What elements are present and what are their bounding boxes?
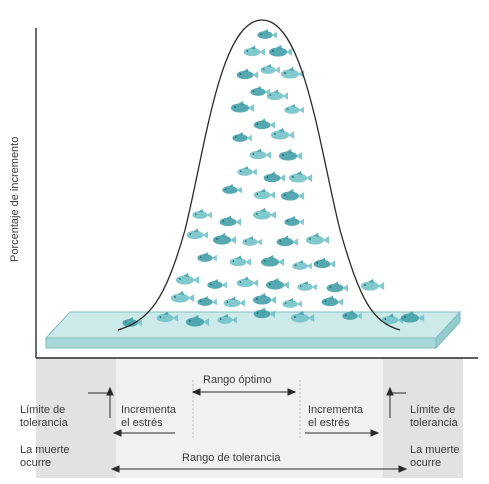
tolerance-range-label: Rango de tolerancia [182, 452, 281, 464]
fish-icon [243, 45, 266, 57]
fish-icon [400, 310, 425, 323]
fish-icon [237, 166, 257, 176]
fish-icon [278, 148, 303, 161]
stress-arrow-left [112, 429, 175, 437]
limit-arrow-left [88, 386, 114, 418]
fish-icon [222, 184, 242, 194]
fish-icon [265, 277, 290, 290]
fish-icon [288, 170, 313, 183]
fish-icon [266, 89, 289, 101]
fish-icon [219, 215, 242, 227]
fish-icon [282, 298, 302, 308]
fish-icon [284, 104, 304, 114]
lower-band-left [36, 358, 116, 478]
fish-icon [260, 254, 285, 267]
water-platform [44, 310, 462, 350]
fish-icon [321, 295, 344, 307]
fish-icon [313, 257, 336, 269]
fish-icon [297, 281, 317, 291]
fish-icon [212, 232, 237, 245]
y-axis-label: Porcentaje de incremento [9, 136, 21, 262]
left-stress-label: Incrementa el estrés [121, 404, 177, 429]
fish-icon [232, 132, 252, 142]
fish-icon [260, 64, 280, 74]
optimum-band [116, 358, 383, 478]
fish-icon [207, 279, 227, 289]
fish-icon [249, 148, 272, 160]
lower-band-right [383, 358, 463, 478]
fish-icon [236, 276, 259, 288]
fish-icon [290, 310, 315, 323]
fish-icon [185, 314, 210, 327]
fish-icon [305, 232, 330, 245]
fish-icon [326, 281, 349, 293]
left-death-label: La muerte ocurre [20, 444, 70, 469]
fish-icon [175, 272, 200, 285]
fish-icon [268, 44, 293, 57]
fish-icon [292, 260, 312, 270]
fish-icon [230, 100, 255, 113]
fish-icon [253, 307, 276, 319]
fish-icon [242, 236, 262, 246]
fish-icon [229, 255, 252, 267]
fish-icon [263, 171, 286, 183]
fish-icon [122, 317, 142, 327]
fish-icon [192, 209, 212, 219]
tolerance-curve [117, 19, 401, 331]
fish-icon [253, 188, 276, 200]
fish-icon [197, 252, 217, 262]
fish-icon [280, 188, 305, 201]
optimum-range-label: Rango óptimo [203, 374, 272, 386]
fish-icon [257, 29, 277, 39]
fish-icon [252, 292, 277, 305]
right-stress-label: Incrementa el estrés [308, 404, 364, 429]
fish-icon [223, 296, 246, 308]
fish-icon [186, 228, 209, 240]
fish-icon [342, 310, 362, 320]
fish-icon [253, 118, 276, 130]
left-tolerance-limit-label: Límite de tolerancia [20, 404, 68, 429]
fish-icon [252, 207, 277, 220]
fish-icon [270, 127, 295, 140]
fish-icon [236, 68, 259, 80]
fish-icon [197, 296, 217, 306]
stress-arrow-right [305, 429, 380, 437]
fish-icon [217, 314, 237, 324]
fish-icon [170, 290, 195, 303]
right-death-label: La muerte ocurre [410, 444, 460, 469]
fish-icon [360, 278, 385, 291]
limit-arrow-right [386, 386, 406, 418]
tolerance-range-arrow [110, 465, 408, 473]
fish-school [122, 29, 425, 327]
fish-icon [276, 235, 299, 247]
fish-icon [280, 66, 305, 79]
fish-icon [250, 86, 270, 96]
fish-icon [284, 216, 304, 226]
optimum-range-arrow [191, 388, 297, 396]
fish-icon [156, 311, 179, 323]
right-tolerance-limit-label: Límite de tolerancia [410, 404, 458, 429]
